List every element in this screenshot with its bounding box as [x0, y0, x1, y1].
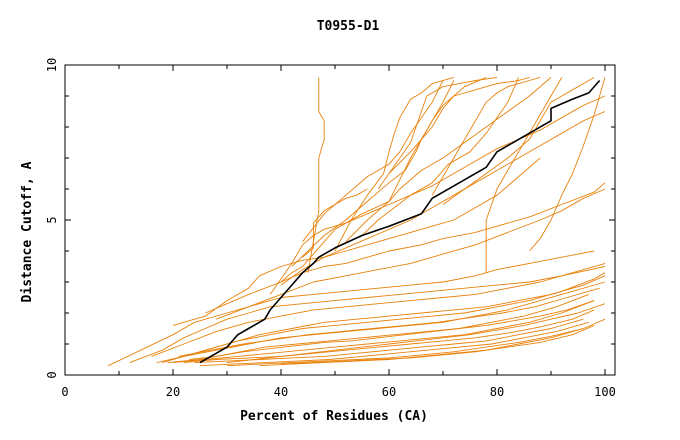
series-line: [172, 300, 595, 364]
x-tick-label: 100: [594, 385, 616, 399]
series-line: [172, 157, 541, 326]
series-line: [129, 266, 606, 364]
series-line: [280, 77, 552, 283]
series-line: [226, 318, 606, 367]
series-line: [172, 272, 606, 360]
series-line: [388, 76, 530, 174]
y-tick-label: 5: [45, 216, 59, 223]
series-line: [259, 328, 584, 367]
series-line: [183, 309, 595, 364]
chart-title: T0955-D1: [317, 19, 380, 34]
series-line: [280, 111, 606, 286]
x-tick-label: 0: [61, 385, 68, 399]
plot-layer: [108, 76, 606, 367]
series-line: [226, 303, 606, 364]
series-line-highlighted: [199, 79, 601, 364]
series-line: [269, 95, 606, 295]
series-line: [307, 77, 325, 273]
y-tick-label: 10: [45, 58, 59, 72]
series-line: [151, 262, 606, 357]
series-line: [442, 77, 595, 205]
series-line: [178, 287, 600, 357]
series-line: [377, 76, 498, 190]
series-line: [108, 250, 595, 367]
series-line: [334, 76, 454, 252]
series-line: [302, 80, 444, 242]
series-line: [156, 281, 606, 364]
series-line: [529, 77, 606, 252]
series-line: [205, 182, 606, 314]
x-tick-label: 40: [274, 385, 288, 399]
x-axis-label: Percent of Residues (CA): [240, 409, 428, 424]
y-tick-label: 0: [45, 371, 59, 378]
series-line: [280, 324, 595, 365]
series-line: [199, 321, 589, 367]
y-axis-label: Distance Cutoff, A: [20, 161, 35, 302]
x-tick-label: 60: [382, 385, 396, 399]
series-line: [189, 300, 595, 360]
series-line: [194, 318, 584, 364]
x-tick-label: 80: [490, 385, 504, 399]
series-line: [431, 76, 541, 196]
series-line: [361, 77, 520, 236]
series-line: [345, 80, 455, 243]
tick-layer: 0 20 40 60 80 100 0 5 10: [45, 58, 616, 399]
x-tick-label: 20: [166, 385, 180, 399]
series-line: [485, 77, 563, 273]
series-line: [302, 188, 368, 258]
